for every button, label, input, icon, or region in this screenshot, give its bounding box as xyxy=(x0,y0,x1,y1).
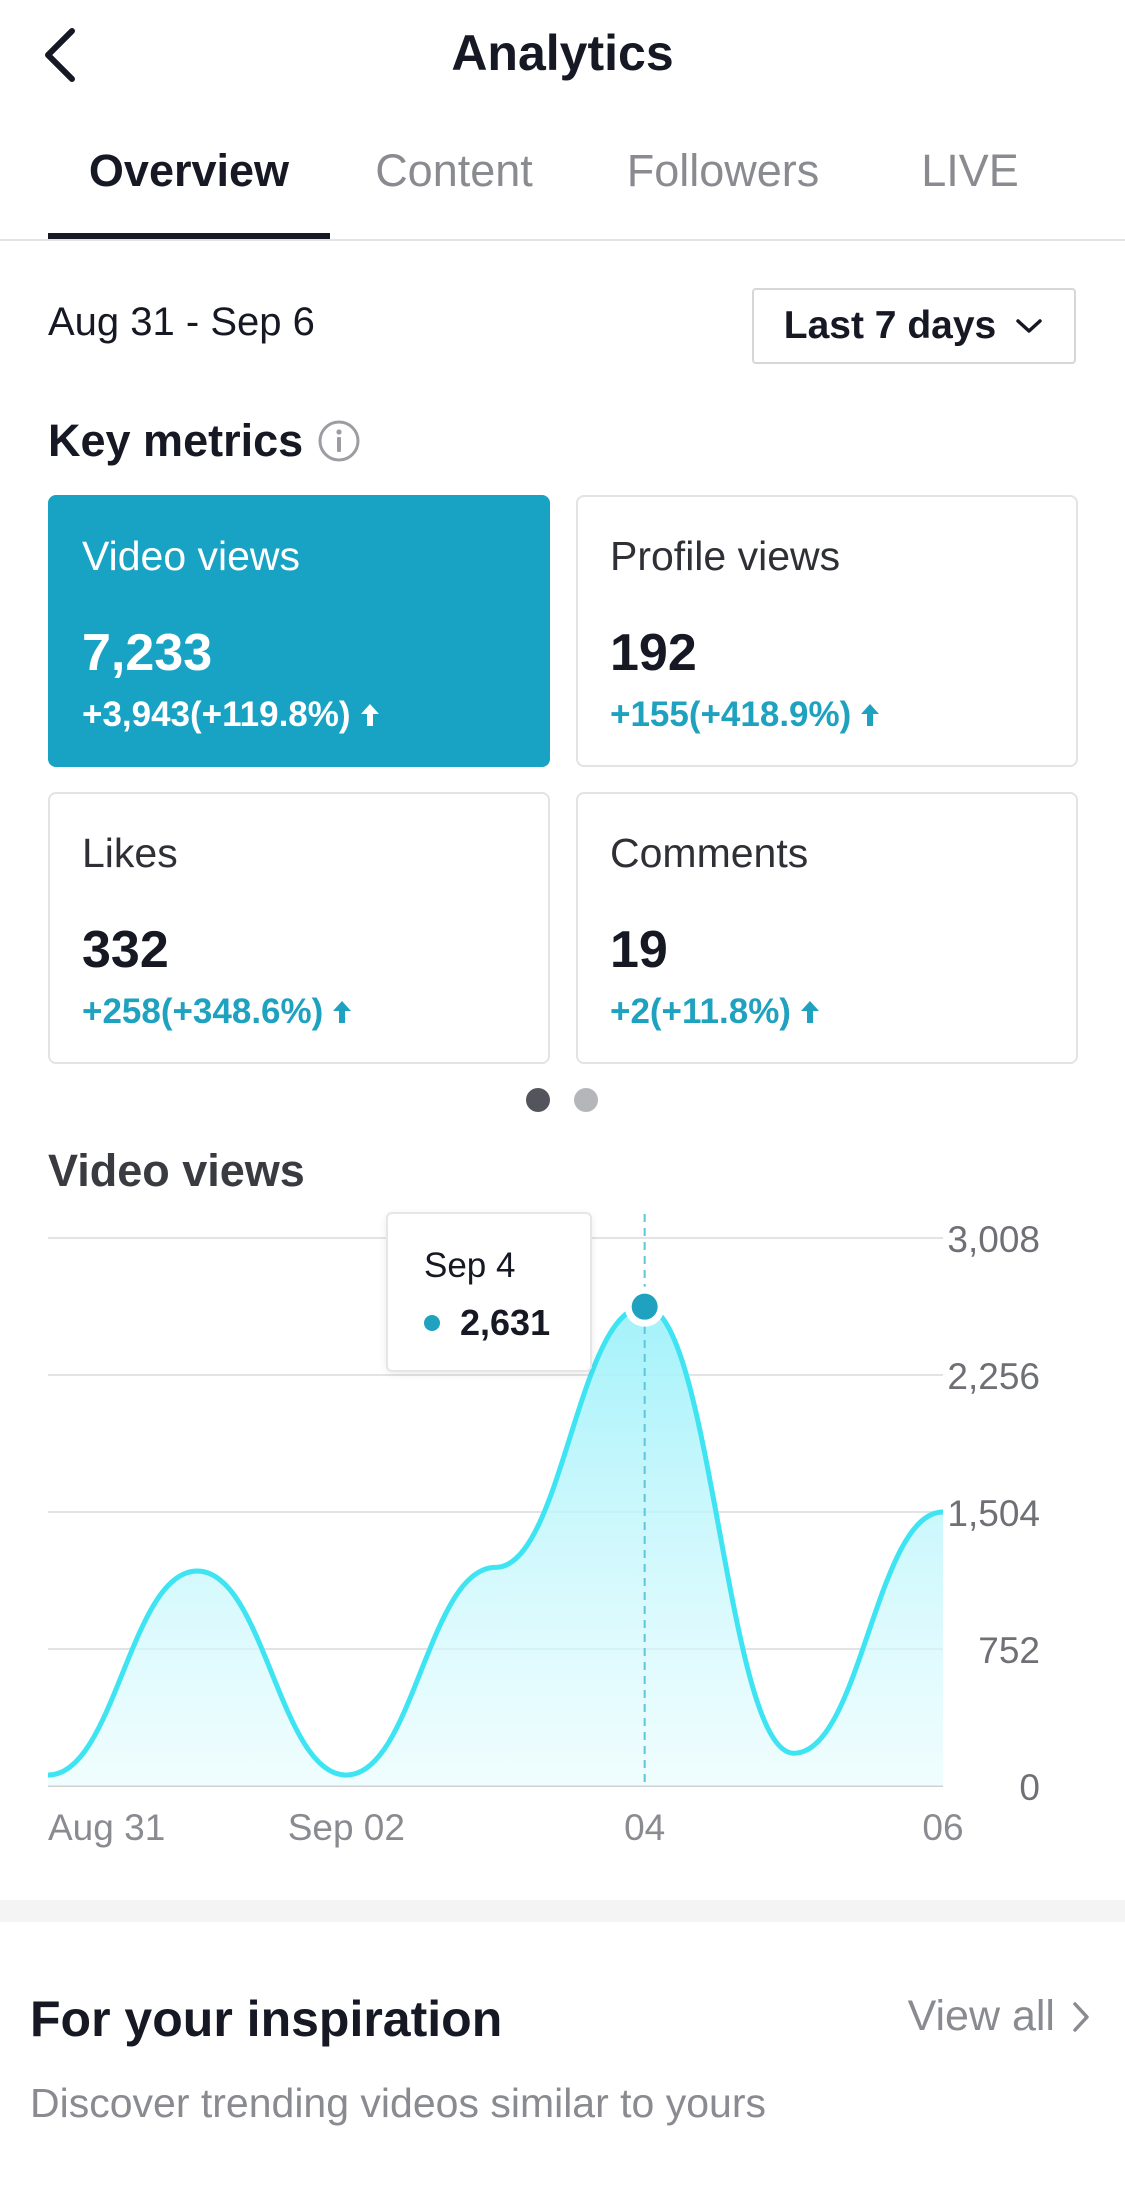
chart-title: Video views xyxy=(48,1145,305,1196)
arrow-up-icon xyxy=(360,704,379,726)
y-tick-label: 1,504 xyxy=(947,1493,1040,1534)
pager-dot-2[interactable] xyxy=(574,1088,598,1112)
tab-content[interactable]: Content xyxy=(375,145,533,196)
metric-card-comments[interactable]: Comments 19 +2(+11.8%) xyxy=(576,792,1078,1064)
tooltip-value-row: 2,631 xyxy=(424,1302,550,1344)
arrow-up-icon xyxy=(861,704,880,726)
view-all-link[interactable]: View all xyxy=(908,1992,1091,2041)
metric-value: 332 xyxy=(82,921,169,979)
arrow-up-icon xyxy=(800,1001,819,1023)
video-views-chart[interactable]: 0 752 1,504 2,256 3,008 Aug 31 Sep 02 04 06 xyxy=(0,1200,1125,1860)
date-range-select[interactable]: Last 7 days xyxy=(752,288,1076,364)
inspiration-description: Discover trending videos similar to your… xyxy=(30,2080,766,2126)
x-tick-label: Sep 02 xyxy=(288,1807,405,1848)
tab-overview[interactable]: Overview xyxy=(88,145,290,196)
metric-delta-text: +155(+418.9%) xyxy=(610,695,852,734)
metric-card-profile-views[interactable]: Profile views 192 +155(+418.9%) xyxy=(576,495,1078,767)
chevron-down-icon xyxy=(1016,319,1042,333)
series-dot-icon xyxy=(424,1315,440,1331)
tab-followers[interactable]: Followers xyxy=(626,145,820,196)
date-range-select-value: Last 7 days xyxy=(783,304,997,347)
chart-area xyxy=(47,1304,944,1786)
chart-tooltip: Sep 4 2,631 xyxy=(386,1212,592,1372)
y-axis: 0 752 1,504 2,256 3,008 xyxy=(947,1219,1040,1808)
metric-label: Comments xyxy=(610,830,809,876)
metric-label: Likes xyxy=(82,830,178,876)
metric-delta: +258(+348.6%) xyxy=(82,992,353,1032)
y-tick-label: 752 xyxy=(978,1630,1040,1671)
tooltip-date: Sep 4 xyxy=(424,1246,516,1285)
view-all-label: View all xyxy=(907,1992,1055,2040)
metric-value: 7,233 xyxy=(82,624,213,682)
metric-value: 192 xyxy=(610,624,697,682)
y-tick-label: 3,008 xyxy=(947,1219,1040,1260)
metric-delta-text: +258(+348.6%) xyxy=(82,992,324,1031)
date-range-label: Aug 31 - Sep 6 xyxy=(48,300,315,344)
x-tick-label: Aug 31 xyxy=(48,1807,165,1848)
x-tick-label: 06 xyxy=(922,1807,963,1848)
section-divider xyxy=(0,1900,1125,1922)
pager-dot-1[interactable] xyxy=(526,1088,550,1112)
chevron-left-icon xyxy=(45,28,75,82)
key-metrics-heading: Key metrics xyxy=(48,415,361,467)
tab-bar: Overview Content Followers LIVE xyxy=(0,145,1125,241)
metric-card-likes[interactable]: Likes 332 +258(+348.6%) xyxy=(48,792,550,1064)
metric-value: 19 xyxy=(610,921,668,979)
metric-label: Video views xyxy=(82,533,301,579)
chart-marker xyxy=(624,1214,665,1786)
series-line xyxy=(47,1304,944,1778)
arrow-up-icon xyxy=(333,1001,352,1023)
metric-label: Profile views xyxy=(610,533,841,579)
metric-delta: +2(+11.8%) xyxy=(610,992,821,1032)
back-button[interactable] xyxy=(40,20,100,90)
page-title: Analytics xyxy=(451,25,674,81)
chevron-right-icon xyxy=(1073,2001,1089,2032)
metric-delta-text: +2(+11.8%) xyxy=(610,992,791,1031)
metric-delta: +3,943(+119.8%) xyxy=(82,695,381,735)
chart-svg: 0 752 1,504 2,256 3,008 Aug 31 Sep 02 04 06 xyxy=(47,1214,1040,1848)
highlight-point[interactable] xyxy=(631,1293,658,1320)
y-tick-label: 2,256 xyxy=(947,1356,1040,1397)
info-icon[interactable] xyxy=(317,419,361,463)
metric-card-video-views[interactable]: Video views 7,233 +3,943(+119.8%) xyxy=(48,495,550,767)
metric-delta: +155(+418.9%) xyxy=(610,695,881,735)
x-tick-label: 04 xyxy=(624,1807,665,1848)
tab-live[interactable]: LIVE xyxy=(921,145,1019,196)
area-fill xyxy=(48,1306,943,1786)
key-metrics-title: Key metrics xyxy=(48,415,304,466)
metric-delta-text: +3,943(+119.8%) xyxy=(82,695,351,734)
x-axis: Aug 31 Sep 02 04 06 xyxy=(48,1807,964,1848)
active-tab-indicator xyxy=(48,233,330,239)
tooltip-value: 2,631 xyxy=(460,1302,551,1343)
inspiration-title: For your inspiration xyxy=(30,1991,503,2047)
y-tick-label: 0 xyxy=(1019,1767,1040,1808)
metrics-pager xyxy=(526,1088,598,1112)
